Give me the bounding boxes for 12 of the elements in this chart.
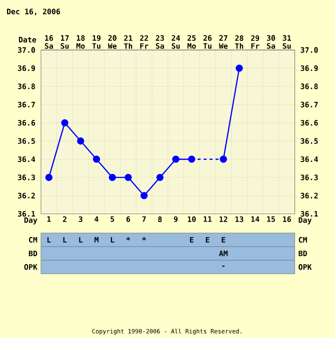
point: [124, 174, 132, 182]
point: [45, 174, 53, 182]
point: [140, 192, 148, 200]
point: [172, 156, 180, 163]
point: [77, 137, 84, 145]
point: [61, 119, 68, 126]
point: [188, 156, 196, 163]
point: [156, 174, 164, 182]
point: [220, 156, 228, 163]
point: [93, 156, 100, 163]
point: [108, 174, 116, 182]
point: [236, 64, 243, 72]
